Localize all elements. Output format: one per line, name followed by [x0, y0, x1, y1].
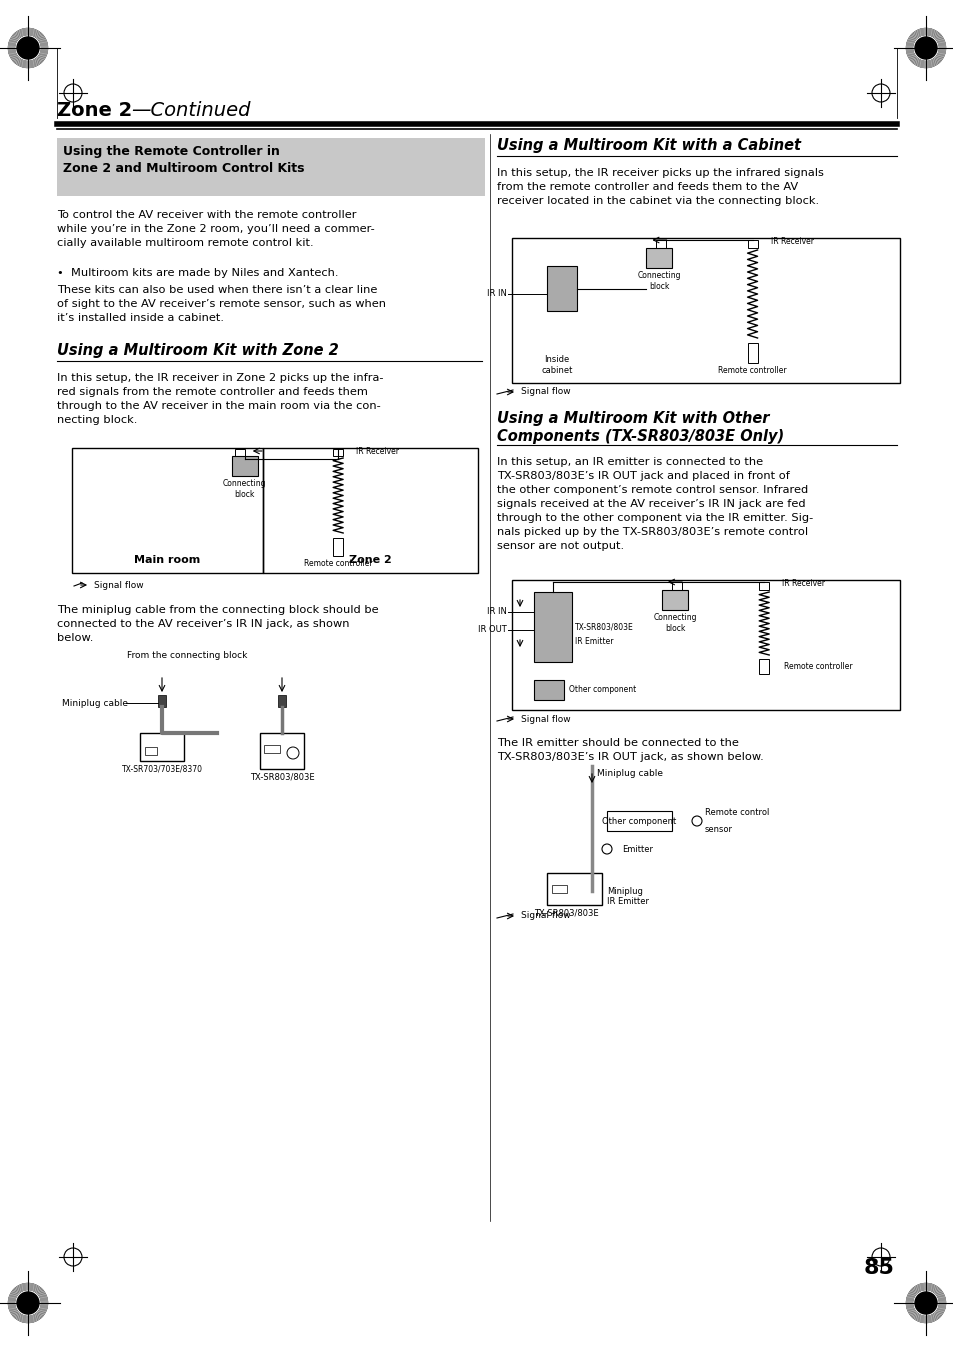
Text: Inside
cabinet: Inside cabinet	[540, 355, 572, 376]
Text: Signal flow: Signal flow	[520, 715, 570, 724]
Text: IR Emitter: IR Emitter	[606, 897, 648, 905]
Text: Zone 2 and Multiroom Control Kits: Zone 2 and Multiroom Control Kits	[63, 162, 304, 176]
Text: TX-SR803/803E: TX-SR803/803E	[534, 908, 598, 917]
Bar	[232, 457, 257, 476]
Bar	[661, 590, 687, 611]
Text: Main room: Main room	[134, 555, 200, 565]
Bar	[260, 734, 304, 769]
Text: Zone 2: Zone 2	[349, 555, 392, 565]
Text: Connecting
block: Connecting block	[637, 272, 680, 290]
Bar	[71, 449, 262, 573]
Bar	[747, 343, 757, 363]
Circle shape	[914, 36, 936, 59]
Bar	[145, 747, 157, 755]
Text: TX-SR803/803E: TX-SR803/803E	[575, 623, 633, 631]
Text: Zone 2: Zone 2	[57, 101, 132, 120]
Text: In this setup, an IR emitter is connected to the
TX-SR803/803E’s IR OUT jack and: In this setup, an IR emitter is connecte…	[497, 457, 812, 551]
Text: Miniplug cable: Miniplug cable	[62, 698, 128, 708]
Bar	[333, 449, 343, 457]
Text: Remote control: Remote control	[704, 808, 768, 817]
Text: IR IN: IR IN	[487, 608, 506, 616]
Bar	[552, 885, 566, 893]
Bar	[759, 582, 768, 590]
Bar	[264, 744, 280, 753]
Circle shape	[17, 1292, 39, 1315]
Text: Other component: Other component	[568, 685, 636, 694]
Text: IR Receiver: IR Receiver	[781, 580, 824, 589]
Text: IR Emitter: IR Emitter	[575, 638, 613, 647]
Bar	[534, 680, 563, 700]
Bar	[606, 811, 671, 831]
Text: These kits can also be used when there isn’t a clear line
of sight to the AV rec: These kits can also be used when there i…	[57, 285, 386, 323]
Text: Using a Multiroom Kit with Other: Using a Multiroom Kit with Other	[497, 411, 769, 426]
Bar	[333, 538, 343, 557]
Text: Remote controller: Remote controller	[718, 366, 786, 376]
Bar	[671, 582, 681, 590]
Text: Components (TX-SR803/803E Only): Components (TX-SR803/803E Only)	[497, 430, 783, 444]
Text: sensor: sensor	[704, 825, 732, 834]
Text: The IR emitter should be connected to the
TX-SR803/803E’s IR OUT jack, as shown : The IR emitter should be connected to th…	[497, 738, 763, 762]
Text: Using a Multiroom Kit with a Cabinet: Using a Multiroom Kit with a Cabinet	[497, 138, 801, 153]
Bar	[234, 449, 245, 457]
Bar	[140, 734, 184, 761]
Bar	[656, 240, 666, 249]
Bar	[546, 266, 577, 311]
Text: Connecting
block: Connecting block	[653, 613, 696, 634]
Text: Signal flow: Signal flow	[520, 388, 570, 396]
Text: IR Receiver: IR Receiver	[770, 238, 813, 246]
Text: To control the AV receiver with the remote controller
while you’re in the Zone 2: To control the AV receiver with the remo…	[57, 209, 375, 249]
Text: IR IN: IR IN	[487, 289, 506, 299]
Text: Other component: Other component	[601, 816, 676, 825]
Bar	[534, 592, 572, 662]
Text: Connecting
block: Connecting block	[223, 480, 266, 499]
Text: Miniplug: Miniplug	[606, 886, 642, 896]
Bar	[158, 694, 166, 707]
Text: Remote controller: Remote controller	[303, 559, 372, 567]
Bar	[512, 238, 899, 382]
Bar	[57, 138, 484, 196]
Bar	[646, 249, 672, 267]
Text: Signal flow: Signal flow	[520, 912, 570, 920]
Text: 85: 85	[863, 1258, 894, 1278]
Bar	[759, 659, 768, 674]
Text: IR OUT: IR OUT	[477, 626, 506, 635]
Text: Using a Multiroom Kit with Zone 2: Using a Multiroom Kit with Zone 2	[57, 343, 338, 358]
Bar	[747, 240, 757, 249]
Bar	[262, 449, 477, 573]
Bar	[512, 580, 899, 711]
Bar	[546, 873, 601, 905]
Text: TX-SR703/703E/8370: TX-SR703/703E/8370	[121, 765, 202, 774]
Text: Signal flow: Signal flow	[94, 581, 144, 589]
Text: Miniplug cable: Miniplug cable	[597, 769, 662, 777]
Text: Emitter: Emitter	[621, 844, 652, 854]
Text: —Continued: —Continued	[131, 101, 251, 120]
Text: TX-SR803/803E: TX-SR803/803E	[250, 773, 314, 782]
Text: IR Receiver: IR Receiver	[355, 446, 398, 455]
Text: The miniplug cable from the connecting block should be
connected to the AV recei: The miniplug cable from the connecting b…	[57, 605, 378, 643]
Text: Using the Remote Controller in: Using the Remote Controller in	[63, 145, 279, 158]
Text: In this setup, the IR receiver in Zone 2 picks up the infra-
red signals from th: In this setup, the IR receiver in Zone 2…	[57, 373, 383, 426]
Text: From the connecting block: From the connecting block	[127, 651, 247, 661]
Circle shape	[17, 36, 39, 59]
Text: Remote controller: Remote controller	[783, 662, 852, 671]
Bar	[277, 694, 286, 707]
Circle shape	[914, 1292, 936, 1315]
Text: •  Multiroom kits are made by Niles and Xantech.: • Multiroom kits are made by Niles and X…	[57, 267, 338, 278]
Text: In this setup, the IR receiver picks up the infrared signals
from the remote con: In this setup, the IR receiver picks up …	[497, 168, 823, 205]
